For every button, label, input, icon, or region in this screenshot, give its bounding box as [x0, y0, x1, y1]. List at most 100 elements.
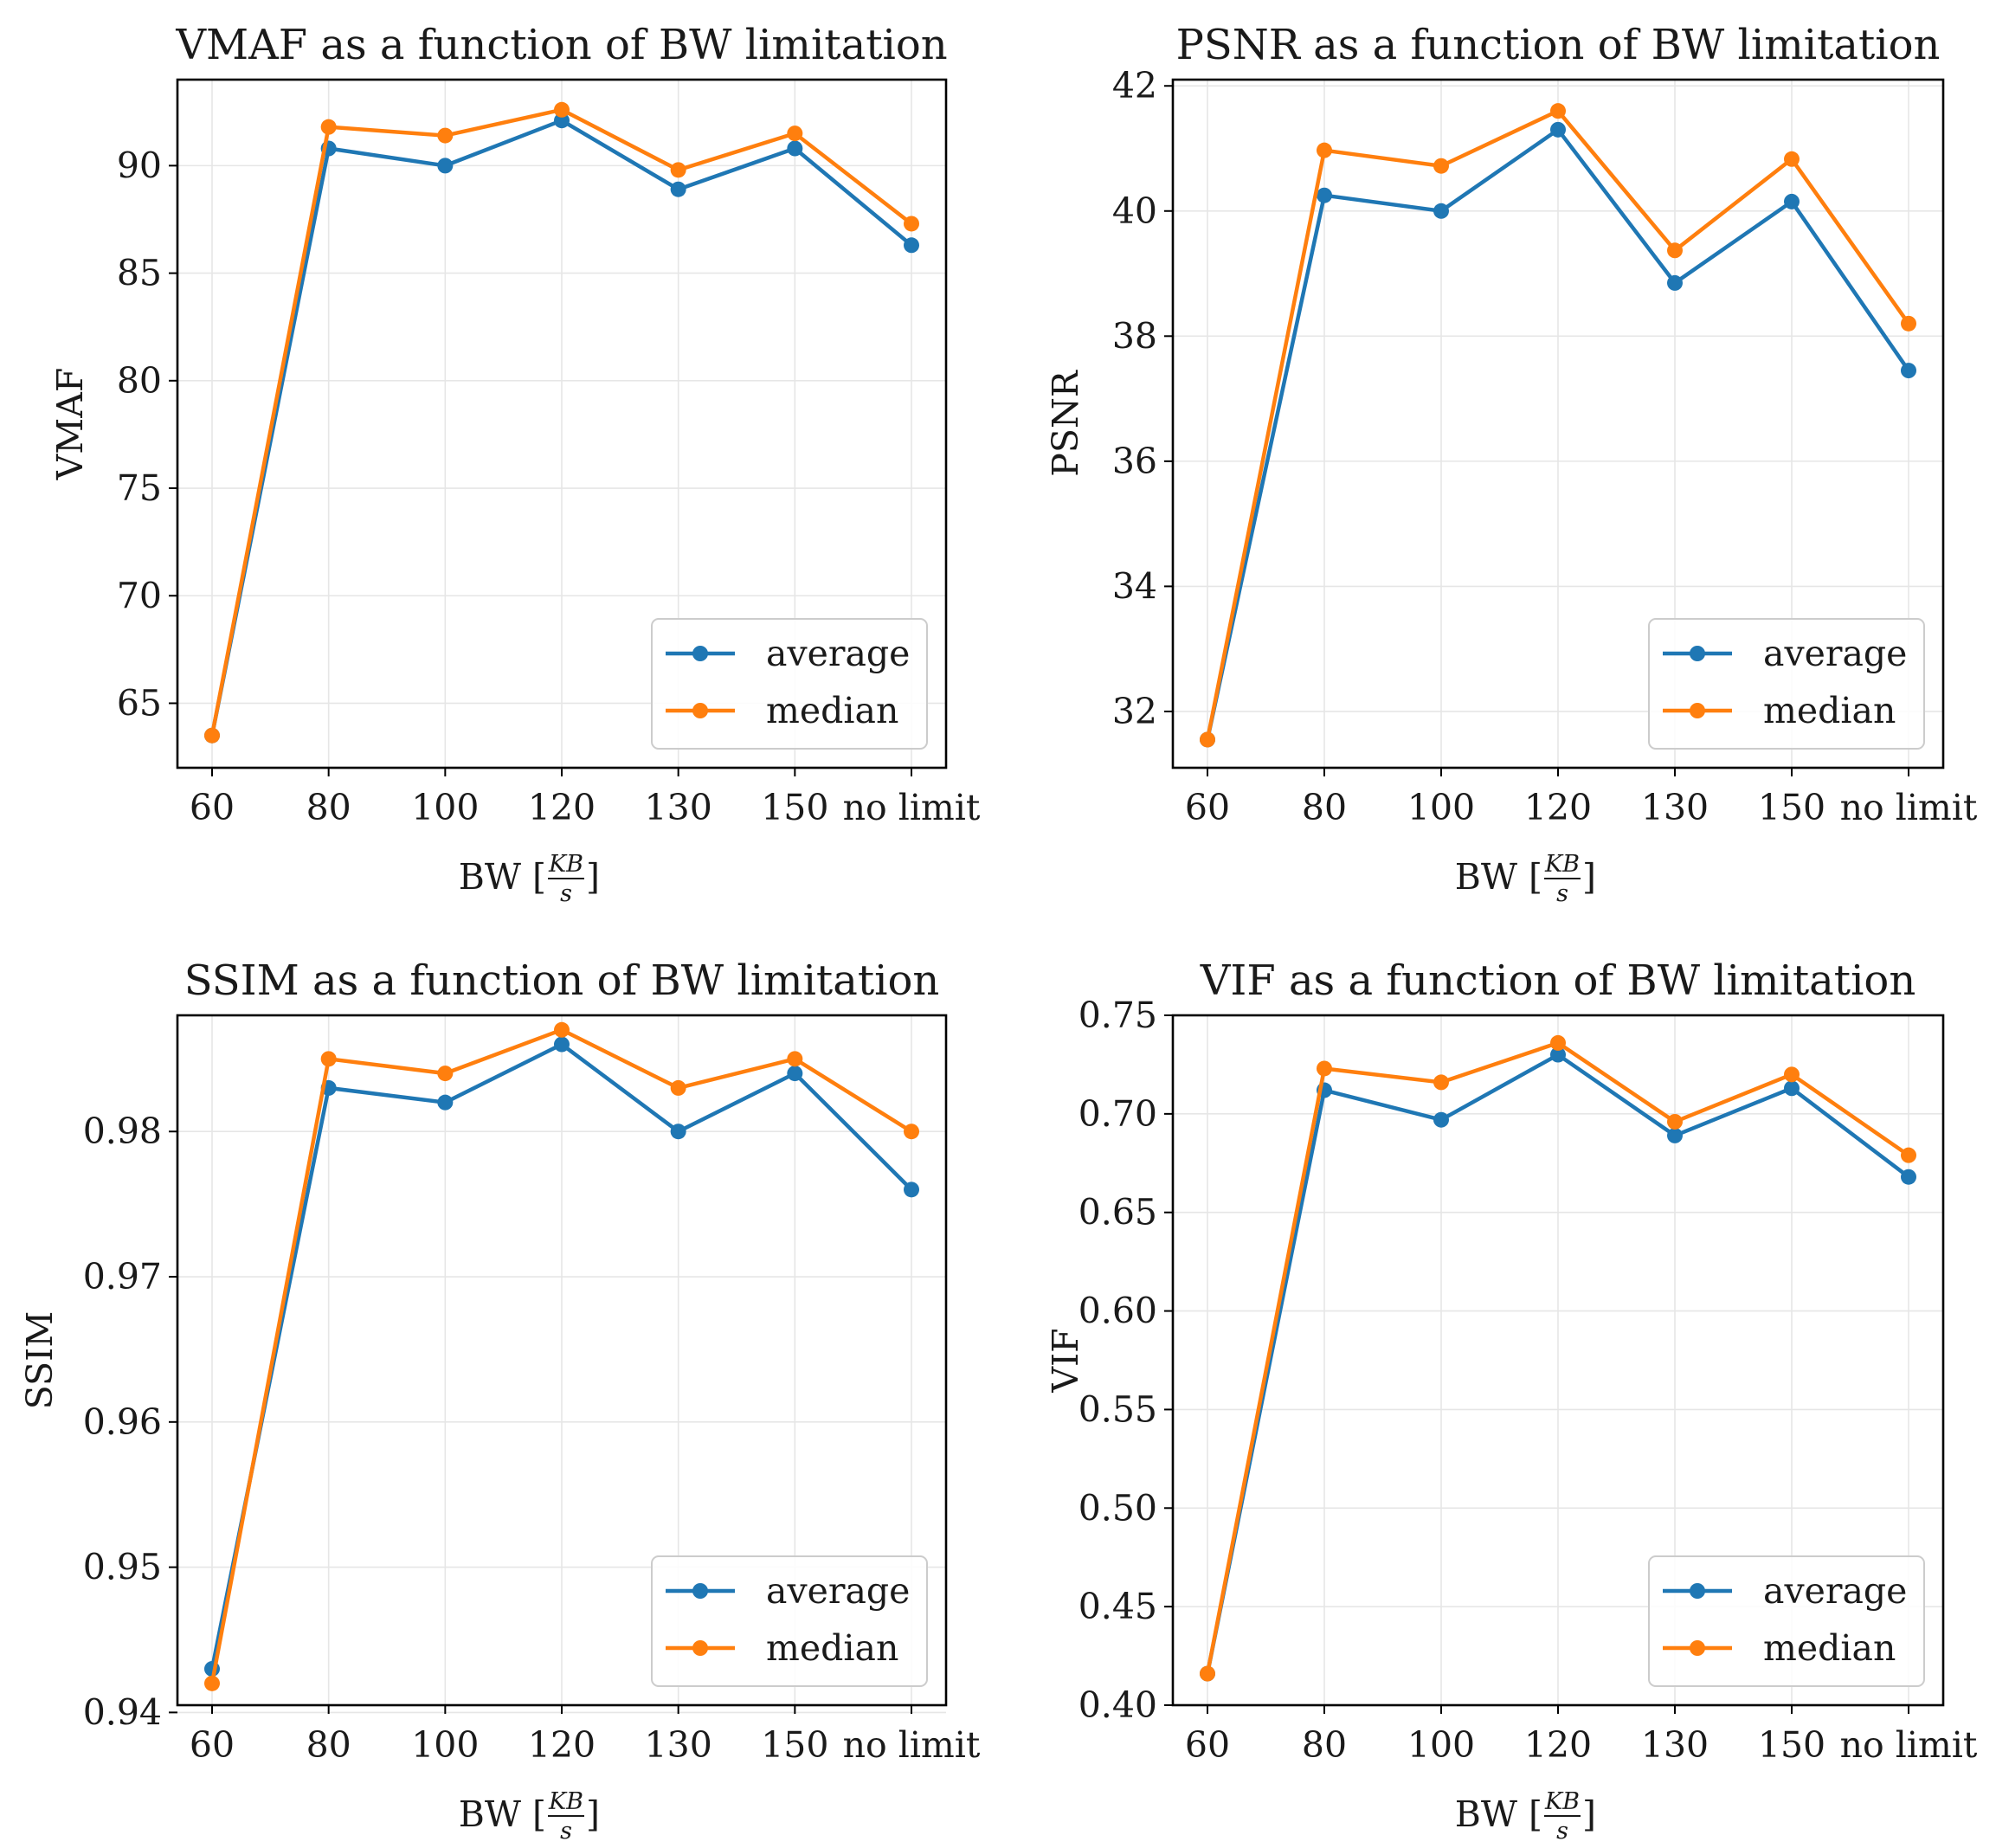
chart-title: VIF as a function of BW limitation — [1200, 956, 1916, 1005]
data-point-average — [670, 1124, 686, 1140]
data-point-median — [1550, 1034, 1566, 1051]
data-point-median — [1550, 103, 1566, 119]
legend-box — [1648, 618, 1925, 750]
x-tick-label: 130 — [1641, 1724, 1709, 1766]
legend-label-average: average — [1763, 633, 1907, 674]
x-axis-unit-numerator: KB — [1544, 851, 1580, 878]
x-tick-label: 120 — [528, 1724, 596, 1766]
data-point-average — [1433, 203, 1449, 219]
x-axis-unit-numerator: KB — [548, 1788, 583, 1815]
y-tick-label: 0.98 — [83, 1111, 162, 1152]
legend-label-average: average — [766, 633, 910, 674]
y-tick-label: 0.55 — [1078, 1388, 1157, 1430]
plot-area-frame — [176, 1014, 948, 1707]
x-axis-label: BW [ — [459, 856, 546, 898]
x-tick-label: 100 — [1407, 1724, 1475, 1766]
y-tick-label: 65 — [117, 682, 162, 724]
y-tick-label: 80 — [117, 360, 162, 402]
data-point-average — [554, 113, 570, 129]
legend-marker-median — [692, 1640, 708, 1656]
x-axis-label: BW [ — [459, 1793, 546, 1835]
legend-label-average: average — [1763, 1570, 1907, 1612]
data-point-median — [1784, 1066, 1800, 1083]
data-point-median — [320, 1051, 337, 1067]
x-axis-unit-denominator: s — [560, 880, 572, 907]
legend: average median — [651, 618, 928, 750]
data-point-median — [1317, 142, 1332, 158]
x-tick-label: 80 — [306, 787, 351, 828]
y-tick-label: 38 — [1112, 315, 1157, 357]
legend-label-average: average — [766, 1570, 910, 1612]
y-tick-label: 0.95 — [83, 1547, 162, 1588]
y-axis-label: VIF — [1045, 1328, 1086, 1393]
data-point-median — [554, 1021, 570, 1038]
data-point-average — [904, 237, 919, 254]
y-tick-label: 0.96 — [83, 1401, 162, 1443]
y-tick-label: 0.60 — [1078, 1291, 1157, 1332]
x-tick-label: 150 — [1758, 787, 1825, 828]
data-point-average — [1784, 1080, 1800, 1097]
data-point-median — [204, 727, 220, 744]
y-tick-label: 40 — [1112, 190, 1157, 232]
data-point-average — [1550, 1046, 1566, 1063]
plot-area-frame — [176, 78, 948, 769]
x-tick-label: 100 — [411, 787, 479, 828]
y-axis-label: VMAF — [49, 368, 91, 481]
x-tick-label: 60 — [1185, 787, 1230, 828]
data-point-average — [787, 140, 803, 157]
data-point-median — [1433, 158, 1449, 174]
chart-title: PSNR as a function of BW limitation — [1176, 21, 1941, 69]
y-tick-label: 32 — [1112, 691, 1157, 732]
data-point-average — [1433, 1111, 1449, 1128]
data-point-median — [787, 1051, 803, 1067]
x-tick-label: no limit — [843, 1724, 981, 1766]
x-tick-label: no limit — [1840, 787, 1978, 828]
chart-panel-vmaf: VMAF as a function of BW limitation 60 80 1… — [49, 21, 981, 907]
x-tick-label: 130 — [645, 1724, 712, 1766]
data-point-median — [554, 101, 570, 118]
x-axis-label-close: ] — [1582, 856, 1596, 898]
data-point-average — [1550, 121, 1566, 138]
data-point-median — [1784, 151, 1800, 167]
x-axis-label-close: ] — [1582, 1793, 1596, 1835]
x-axis-unit-numerator: KB — [1544, 1788, 1580, 1815]
legend-label-median: median — [1763, 1627, 1896, 1669]
data-point-average — [1667, 274, 1683, 291]
chart-panel-psnr: PSNR as a function of BW limitation 60 80 1… — [1045, 21, 1978, 907]
data-point-average — [787, 1066, 803, 1082]
chart-title: VMAF as a function of BW limitation — [175, 21, 947, 69]
x-axis-label: BW [ — [1455, 1793, 1542, 1835]
data-point-average — [554, 1036, 570, 1053]
y-tick-label: 0.70 — [1078, 1093, 1157, 1135]
legend-marker-median — [1690, 1640, 1705, 1656]
x-tick-label: no limit — [1840, 1724, 1978, 1766]
y-axis-label: PSNR — [1045, 370, 1086, 477]
x-axis-label-close: ] — [586, 1793, 600, 1835]
data-point-median — [904, 216, 919, 232]
x-tick-label: 120 — [1524, 1724, 1592, 1766]
data-point-median — [1901, 315, 1916, 332]
y-axis-label: SSIM — [19, 1311, 61, 1410]
data-point-average — [1901, 1169, 1916, 1185]
legend-marker-median — [692, 703, 708, 718]
legend-label-median: median — [766, 1627, 898, 1669]
y-tick-label: 0.75 — [1078, 995, 1157, 1036]
y-tick-label: 34 — [1112, 565, 1157, 607]
legend-box — [651, 1555, 928, 1687]
x-tick-label: 100 — [1407, 787, 1475, 828]
data-point-average — [437, 158, 454, 174]
data-point-median — [1433, 1074, 1449, 1091]
x-tick-label: 150 — [1758, 1724, 1825, 1766]
y-tick-label: 90 — [117, 145, 162, 186]
x-tick-label: 130 — [645, 787, 712, 828]
data-point-average — [437, 1094, 454, 1111]
chart-panel-vif: VIF as a function of BW limitation 60 80 10… — [1045, 956, 1978, 1845]
data-point-average — [1667, 1127, 1683, 1143]
x-axis-unit-denominator: s — [1556, 1818, 1568, 1845]
x-tick-label: 60 — [190, 1724, 235, 1766]
x-tick-label: 80 — [1302, 1724, 1347, 1766]
y-tick-label: 75 — [117, 467, 162, 509]
data-point-average — [1901, 363, 1916, 379]
plot-area-frame — [1171, 78, 1945, 769]
